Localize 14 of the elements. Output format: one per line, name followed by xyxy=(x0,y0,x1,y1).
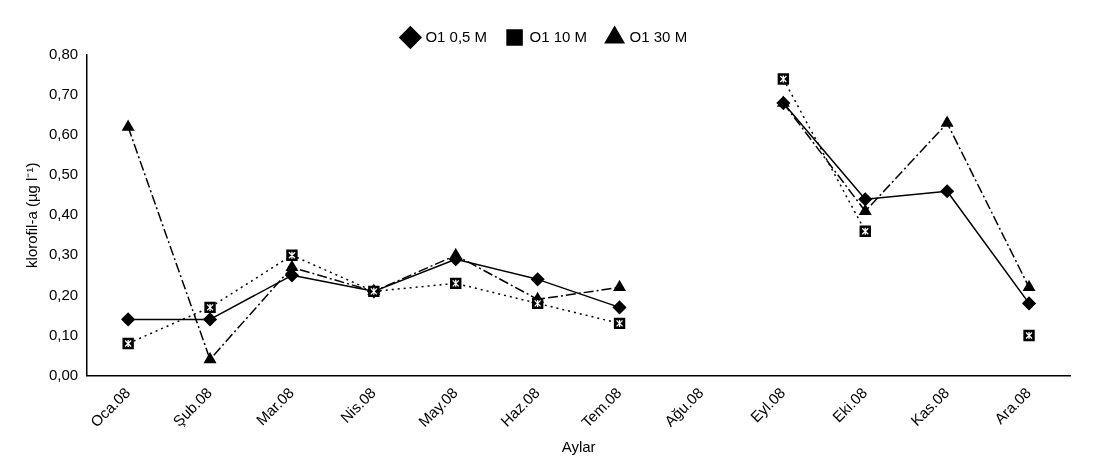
y-tick-label: 0,60 xyxy=(48,125,79,143)
y-tick-label: 0,40 xyxy=(48,205,79,223)
y-tick-label: 0,80 xyxy=(48,45,79,63)
x-axis-title: Aylar xyxy=(561,438,596,456)
y-tick-label: 0,30 xyxy=(48,245,79,263)
y-tick-label: 0,50 xyxy=(48,165,79,183)
y-tick-label: 0,10 xyxy=(48,325,79,343)
y-tick-label: 0,20 xyxy=(48,285,79,303)
y-tick-label: 0,00 xyxy=(48,365,79,383)
y-tick-label: 0,70 xyxy=(48,85,79,103)
legend-label: O1 10 M xyxy=(529,27,588,45)
y-axis-title: klorofil-a (µg l⁻¹) xyxy=(23,162,41,268)
legend-label: O1 0,5 M xyxy=(425,27,488,45)
legend-label: O1 30 M xyxy=(629,27,688,45)
